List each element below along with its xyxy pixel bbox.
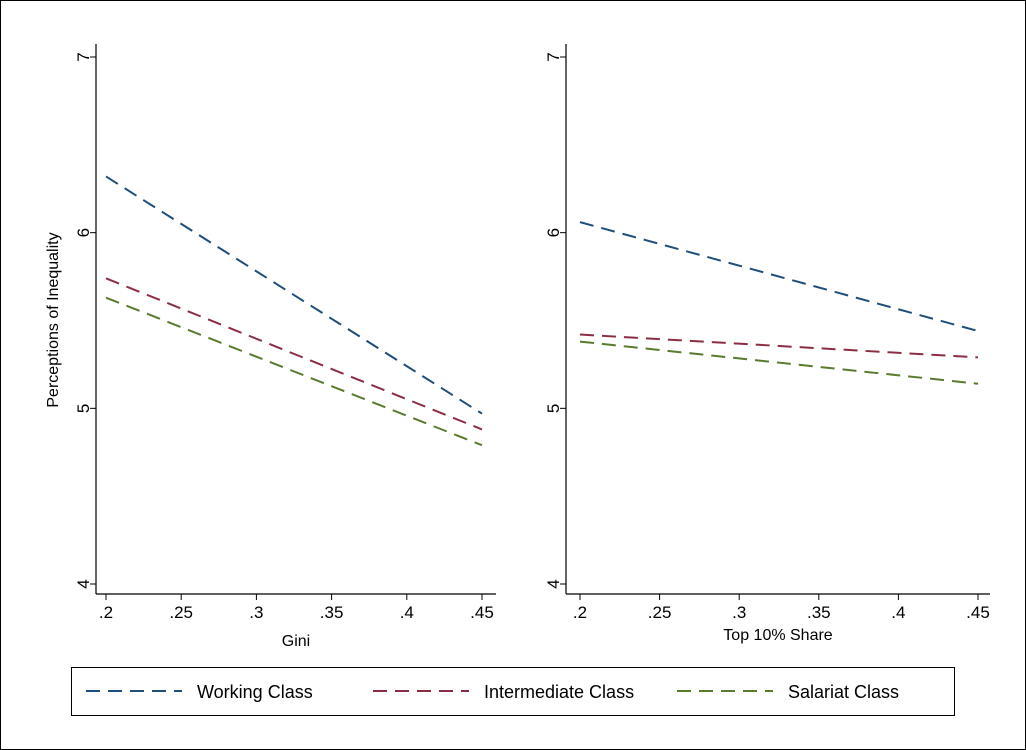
- x-tick-label: .4: [400, 603, 414, 622]
- series-line-intermediate-class: [105, 277, 483, 431]
- panel-top-10-share: 4 5 6 7 .2 .25 .3 .35 .4 .45 Top 10% Share: [544, 44, 990, 644]
- y-tick-label: 6: [544, 228, 563, 237]
- legend-box: [71, 667, 955, 716]
- series-group: [579, 221, 979, 385]
- panel-gini: 4 5 6 7 .2 .25 .3 .35 .4 .45 Gini Perceptions of…: [45, 44, 496, 650]
- series-line-working-class: [579, 221, 979, 333]
- series-line-salariat-class: [105, 296, 483, 447]
- y-tick-label: 5: [544, 404, 563, 413]
- y-tick-label: 4: [544, 579, 563, 588]
- x-tick-label: .45: [966, 603, 990, 622]
- y-tick-label: 6: [74, 228, 93, 237]
- series-group: [105, 175, 483, 447]
- y-ticks: 4 5 6 7: [544, 52, 566, 589]
- x-tick-label: .35: [807, 603, 831, 622]
- series-line-working-class: [105, 175, 483, 415]
- x-ticks: .2 .25 .3 .35 .4 .45: [573, 594, 990, 622]
- y-axis-title: Perceptions of Inequality: [45, 232, 62, 407]
- x-tick-label: .2: [573, 603, 587, 622]
- x-tick-label: .2: [99, 603, 113, 622]
- x-tick-label: .35: [320, 603, 344, 622]
- x-tick-label: .3: [249, 603, 263, 622]
- legend-label-working-class: Working Class: [197, 682, 313, 702]
- y-tick-label: 4: [74, 579, 93, 588]
- x-tick-label: .45: [470, 603, 494, 622]
- series-line-intermediate-class: [579, 333, 979, 359]
- y-tick-label: 7: [74, 52, 93, 61]
- legend-label-salariat-class: Salariat Class: [788, 682, 899, 702]
- x-ticks: .2 .25 .3 .35 .4 .45: [99, 594, 494, 622]
- x-tick-label: .25: [169, 603, 193, 622]
- x-axis-title: Top 10% Share: [723, 627, 833, 644]
- y-tick-label: 5: [74, 404, 93, 413]
- y-ticks: 4 5 6 7: [74, 52, 96, 589]
- legend-label-intermediate-class: Intermediate Class: [484, 682, 634, 702]
- x-tick-label: .25: [648, 603, 672, 622]
- legend-items: Working Class Intermediate Class Salariat …: [86, 682, 899, 702]
- x-tick-label: .3: [732, 603, 746, 622]
- y-tick-label: 7: [544, 52, 563, 61]
- x-axis-title: Gini: [282, 633, 310, 650]
- x-tick-label: .4: [891, 603, 905, 622]
- series-line-salariat-class: [579, 340, 979, 385]
- legend: Working Class Intermediate Class Salariat …: [71, 667, 955, 716]
